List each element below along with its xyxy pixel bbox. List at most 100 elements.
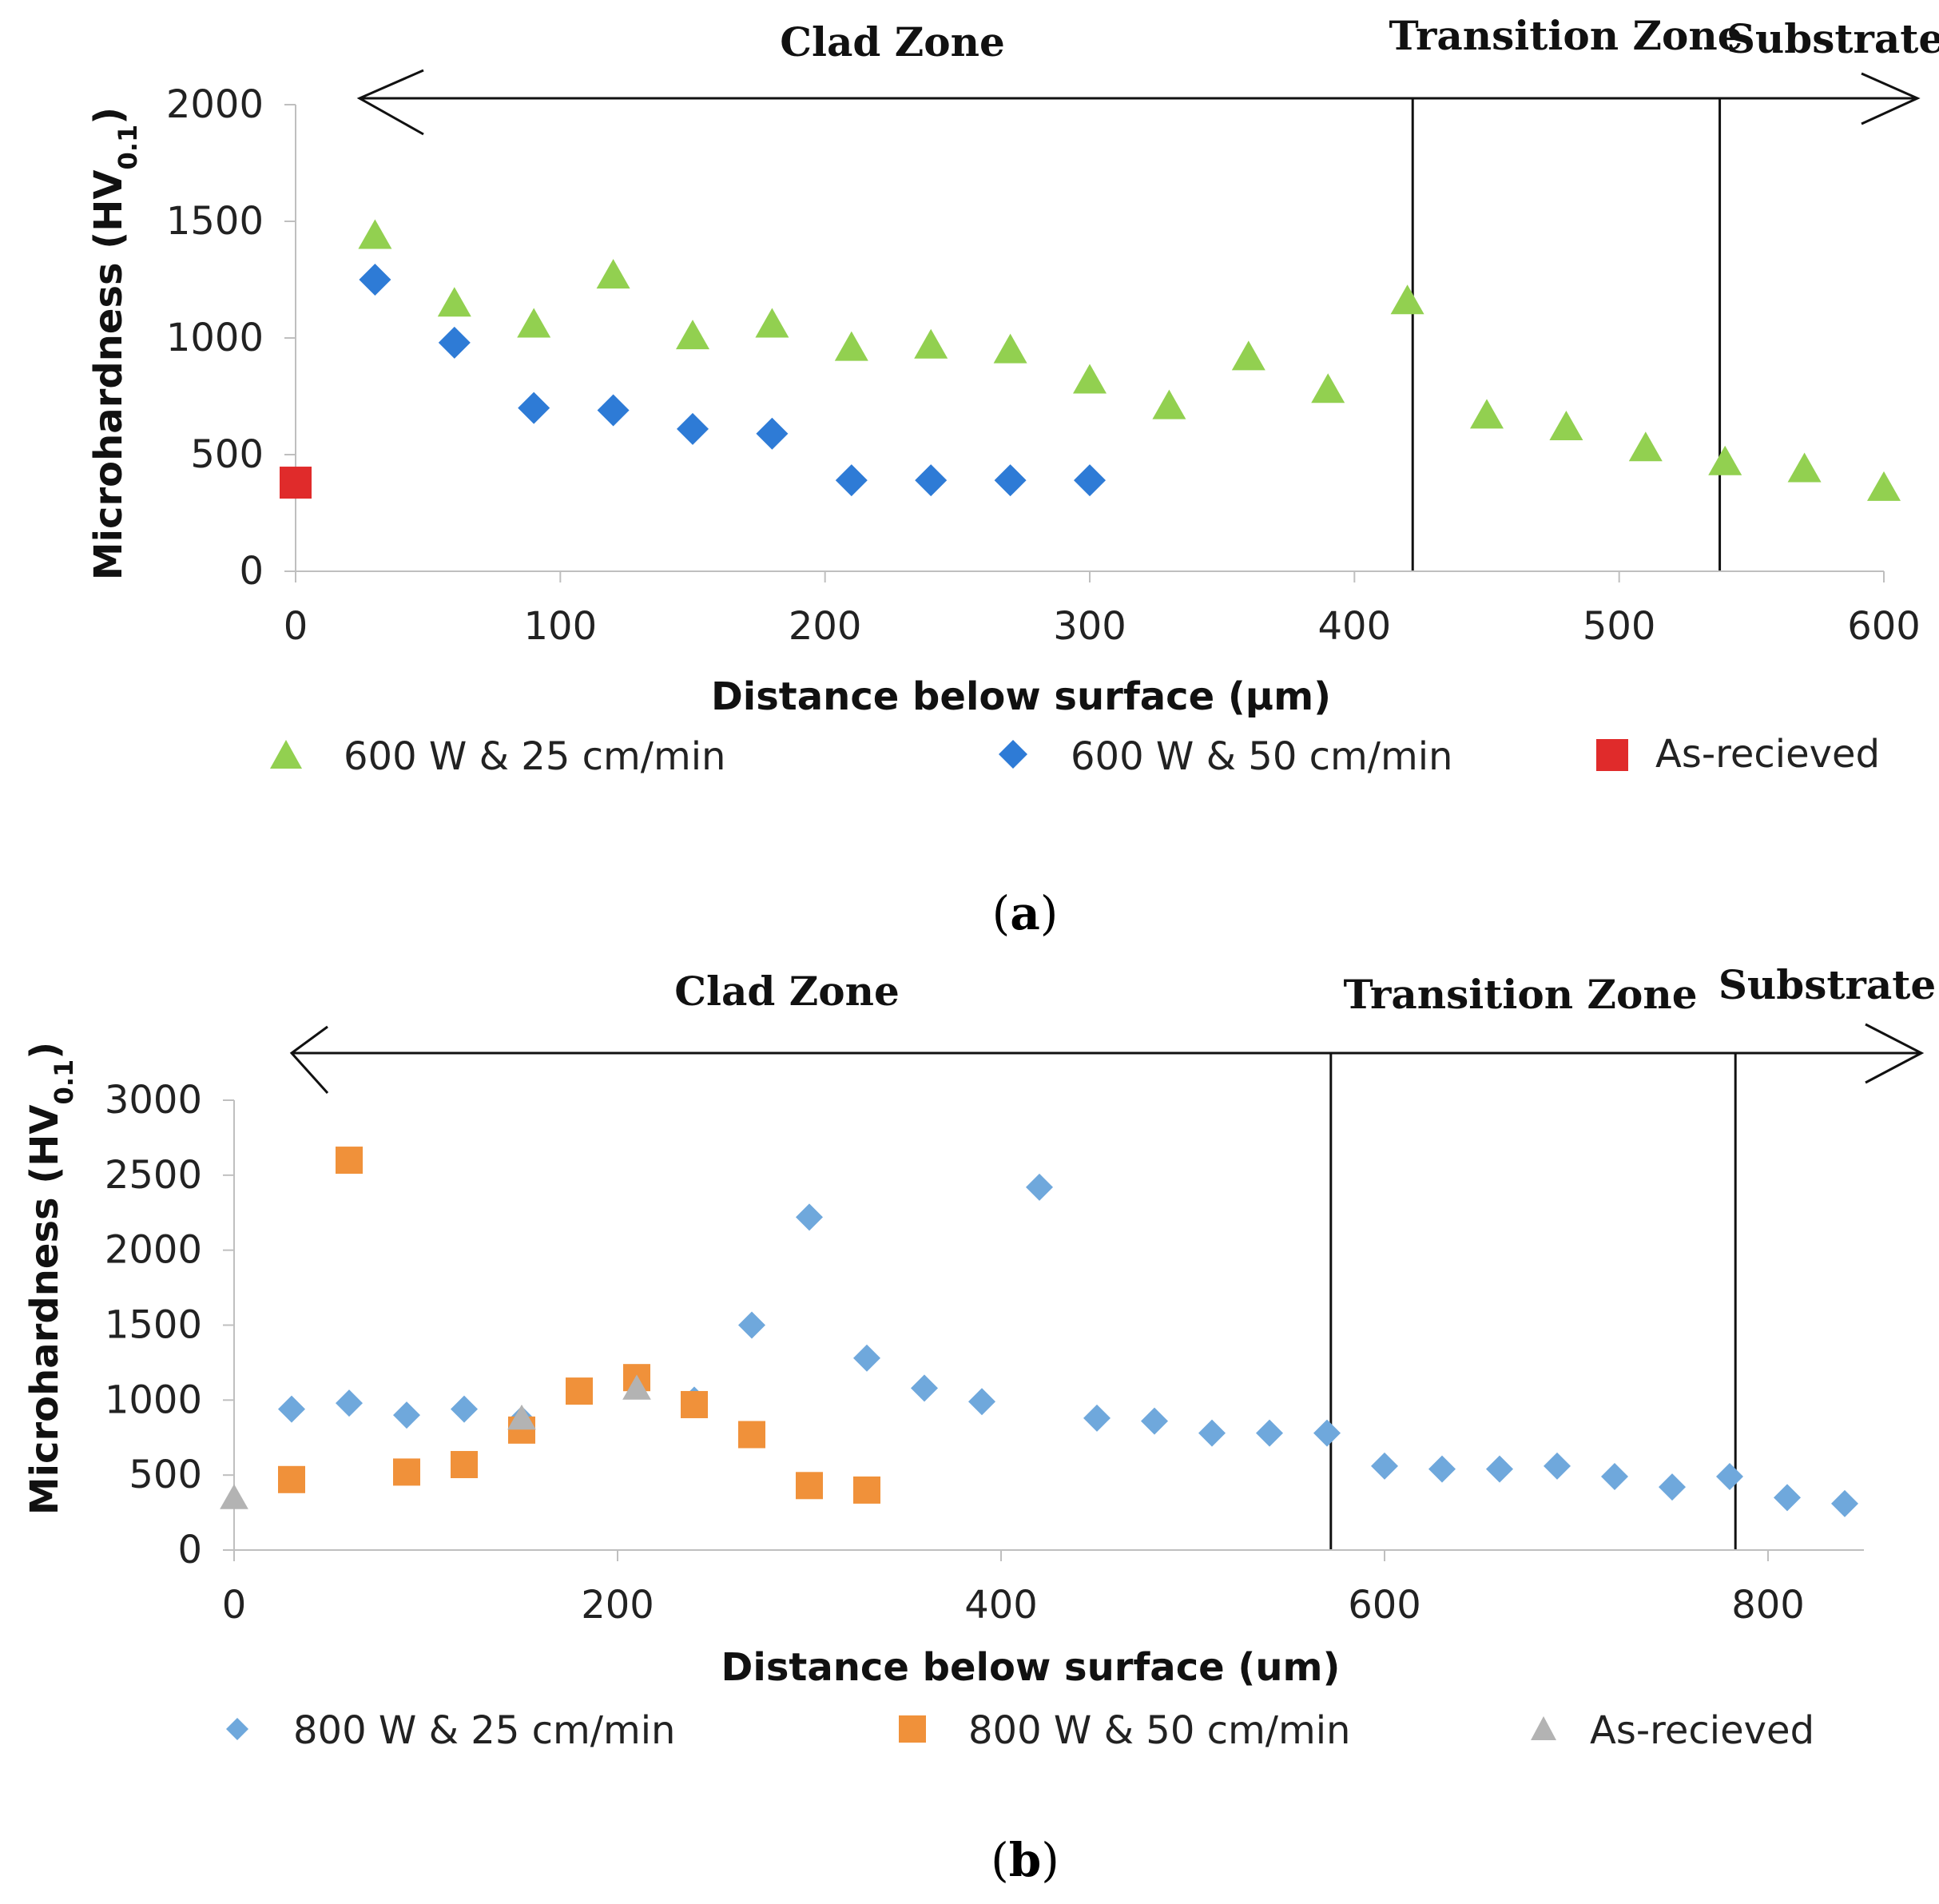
chart-b-x-tick-label: 200 xyxy=(581,1583,654,1628)
chart-b-series-2 xyxy=(220,1374,651,1509)
chart-a-x-axis-title: Distance below surface (µm) xyxy=(711,674,1331,719)
chart-b-point xyxy=(393,1401,420,1429)
chart-a-point xyxy=(1470,399,1504,429)
chart-b-point xyxy=(911,1374,938,1402)
chart-b-zone-arrow-left-head xyxy=(289,1025,329,1095)
chart-b-zone-clad: Clad Zone xyxy=(674,968,900,1015)
chart-b-point xyxy=(278,1395,305,1423)
chart-b-point xyxy=(853,1476,880,1504)
chart-a-point xyxy=(676,320,709,350)
chart-a-x-tick-label: 400 xyxy=(1318,604,1392,649)
chart-a-point xyxy=(517,308,551,338)
chart-a-point xyxy=(1787,452,1822,483)
chart-a-points xyxy=(280,219,1901,501)
chart-b-point xyxy=(1026,1173,1053,1201)
chart-b-points xyxy=(220,1147,1858,1517)
chart-a-point xyxy=(1231,340,1266,371)
chart-a-point xyxy=(914,328,948,359)
chart-a-point xyxy=(677,412,709,445)
chart-b-series-0 xyxy=(278,1173,1858,1517)
chart-a-point xyxy=(1390,284,1424,315)
chart-a-zone-arrow-right-head xyxy=(1861,72,1921,125)
chart-b-legend-marker-0 xyxy=(226,1718,248,1740)
chart-a-point xyxy=(993,333,1027,364)
chart-a-point xyxy=(1073,364,1107,394)
chart-b-y-axis-title-sub: 0.1 xyxy=(49,1059,79,1105)
chart-b-point xyxy=(1486,1455,1513,1483)
chart-a-panel-label: (a) xyxy=(992,886,1059,940)
chart-b-y-tick-label: 2000 xyxy=(105,1228,202,1273)
chart-a-point xyxy=(915,464,948,497)
chart-a-series-0 xyxy=(358,219,1901,501)
chart-b-point xyxy=(1141,1407,1168,1435)
chart-b-point xyxy=(1774,1484,1801,1512)
chart-a-x-tick-label: 200 xyxy=(789,604,862,649)
chart-b-series-1 xyxy=(278,1147,880,1504)
chart-b-point xyxy=(796,1203,823,1231)
chart-a-legend-label-1: 600 W & 50 cm/min xyxy=(1071,734,1452,779)
chart-a-legend-marker-1 xyxy=(999,740,1027,769)
chart-b-x-tick-label: 600 xyxy=(1348,1583,1421,1628)
chart-a-legend-marker-0 xyxy=(270,740,302,769)
chart-b-y-axis-title: Microhardness (HV0.1) xyxy=(22,1042,79,1515)
chart-b-y-tick-label: 3000 xyxy=(105,1078,202,1123)
chart-b-point xyxy=(1313,1419,1341,1447)
chart-a-point xyxy=(994,464,1027,497)
chart-b-point xyxy=(220,1484,248,1509)
chart-a-point xyxy=(1867,471,1901,501)
chart-b-x-tick-label: 0 xyxy=(222,1583,247,1628)
chart-a-point xyxy=(755,308,789,338)
chart-a-point xyxy=(280,467,312,499)
chart-a-point xyxy=(1708,445,1742,475)
chart-b-point xyxy=(1659,1473,1686,1501)
chart-a-y-axis-title: Microhardness (HV0.1) xyxy=(86,107,143,580)
chart-a-point xyxy=(358,219,392,249)
chart-a-point xyxy=(437,287,471,317)
chart-a-point xyxy=(1152,389,1186,419)
chart-a-point xyxy=(835,464,868,497)
chart-b-legend-marker-1 xyxy=(899,1715,926,1743)
chart-a-point xyxy=(1311,373,1345,403)
chart-a: Clad Zone Transition Zone Substrate 0 500… xyxy=(86,12,1939,940)
chart-b-zone-substrate: Substrate xyxy=(1718,961,1936,1008)
chart-a-y-tick-label: 2000 xyxy=(166,82,264,127)
chart-a-x-tick-label: 500 xyxy=(1583,604,1656,649)
chart-a-zone-clad: Clad Zone xyxy=(780,18,1005,66)
chart-a-y-axis-title-sub: 0.1 xyxy=(113,125,143,170)
chart-b-zone-arrow-right-head xyxy=(1865,1023,1925,1084)
chart-a-y-axis: 0 500 1000 1500 2000 xyxy=(166,82,296,594)
chart-b-point xyxy=(278,1465,305,1493)
chart-b-point xyxy=(393,1458,420,1486)
chart-a-point xyxy=(1549,410,1583,440)
chart-a-point xyxy=(1074,464,1106,497)
chart-b-x-axis-title: Distance below surface (um) xyxy=(721,1645,1341,1690)
chart-b-point xyxy=(853,1344,880,1372)
chart-a-x-tick-label: 300 xyxy=(1053,604,1126,649)
chart-b-y-tick-label: 1500 xyxy=(105,1303,202,1348)
chart-b-point xyxy=(1428,1455,1456,1483)
chart-b-point xyxy=(681,1390,708,1418)
chart-b-panel-letter: b xyxy=(1009,1833,1042,1887)
chart-a-series-2 xyxy=(280,467,312,499)
chart-b-point xyxy=(1831,1489,1858,1517)
chart-b-point xyxy=(451,1451,478,1479)
chart-b-point xyxy=(1198,1419,1226,1447)
chart-b-legend-label-1: 800 W & 50 cm/min xyxy=(968,1708,1350,1753)
chart-b-y-axis-title-close: ) xyxy=(22,1042,67,1059)
chart-a-y-tick-label: 0 xyxy=(239,549,264,594)
chart-b-y-tick-label: 2500 xyxy=(105,1153,202,1198)
chart-a-point xyxy=(1628,431,1663,462)
chart-b-y-tick-label: 1000 xyxy=(105,1377,202,1422)
chart-b-point xyxy=(1544,1452,1571,1480)
chart-a-y-tick-label: 500 xyxy=(190,432,264,477)
chart-a-x-axis: 0 100 200 300 400 500 600 xyxy=(284,570,1921,649)
chart-b-legend: 800 W & 25 cm/min 800 W & 50 cm/min As-r… xyxy=(226,1708,1814,1753)
chart-b-point xyxy=(1601,1463,1628,1491)
chart-a-zone-transition: Transition Zone xyxy=(1389,12,1742,59)
chart-b-y-axis: 0 500 1000 1500 2000 2500 3000 xyxy=(105,1078,235,1572)
chart-a-y-tick-label: 1000 xyxy=(166,316,264,360)
chart-b-legend-marker-2 xyxy=(1531,1716,1556,1740)
chart-b-x-axis: 0 200 400 600 800 xyxy=(222,1549,1864,1628)
chart-b-point xyxy=(451,1395,478,1423)
chart-a-series-1 xyxy=(359,264,1106,497)
